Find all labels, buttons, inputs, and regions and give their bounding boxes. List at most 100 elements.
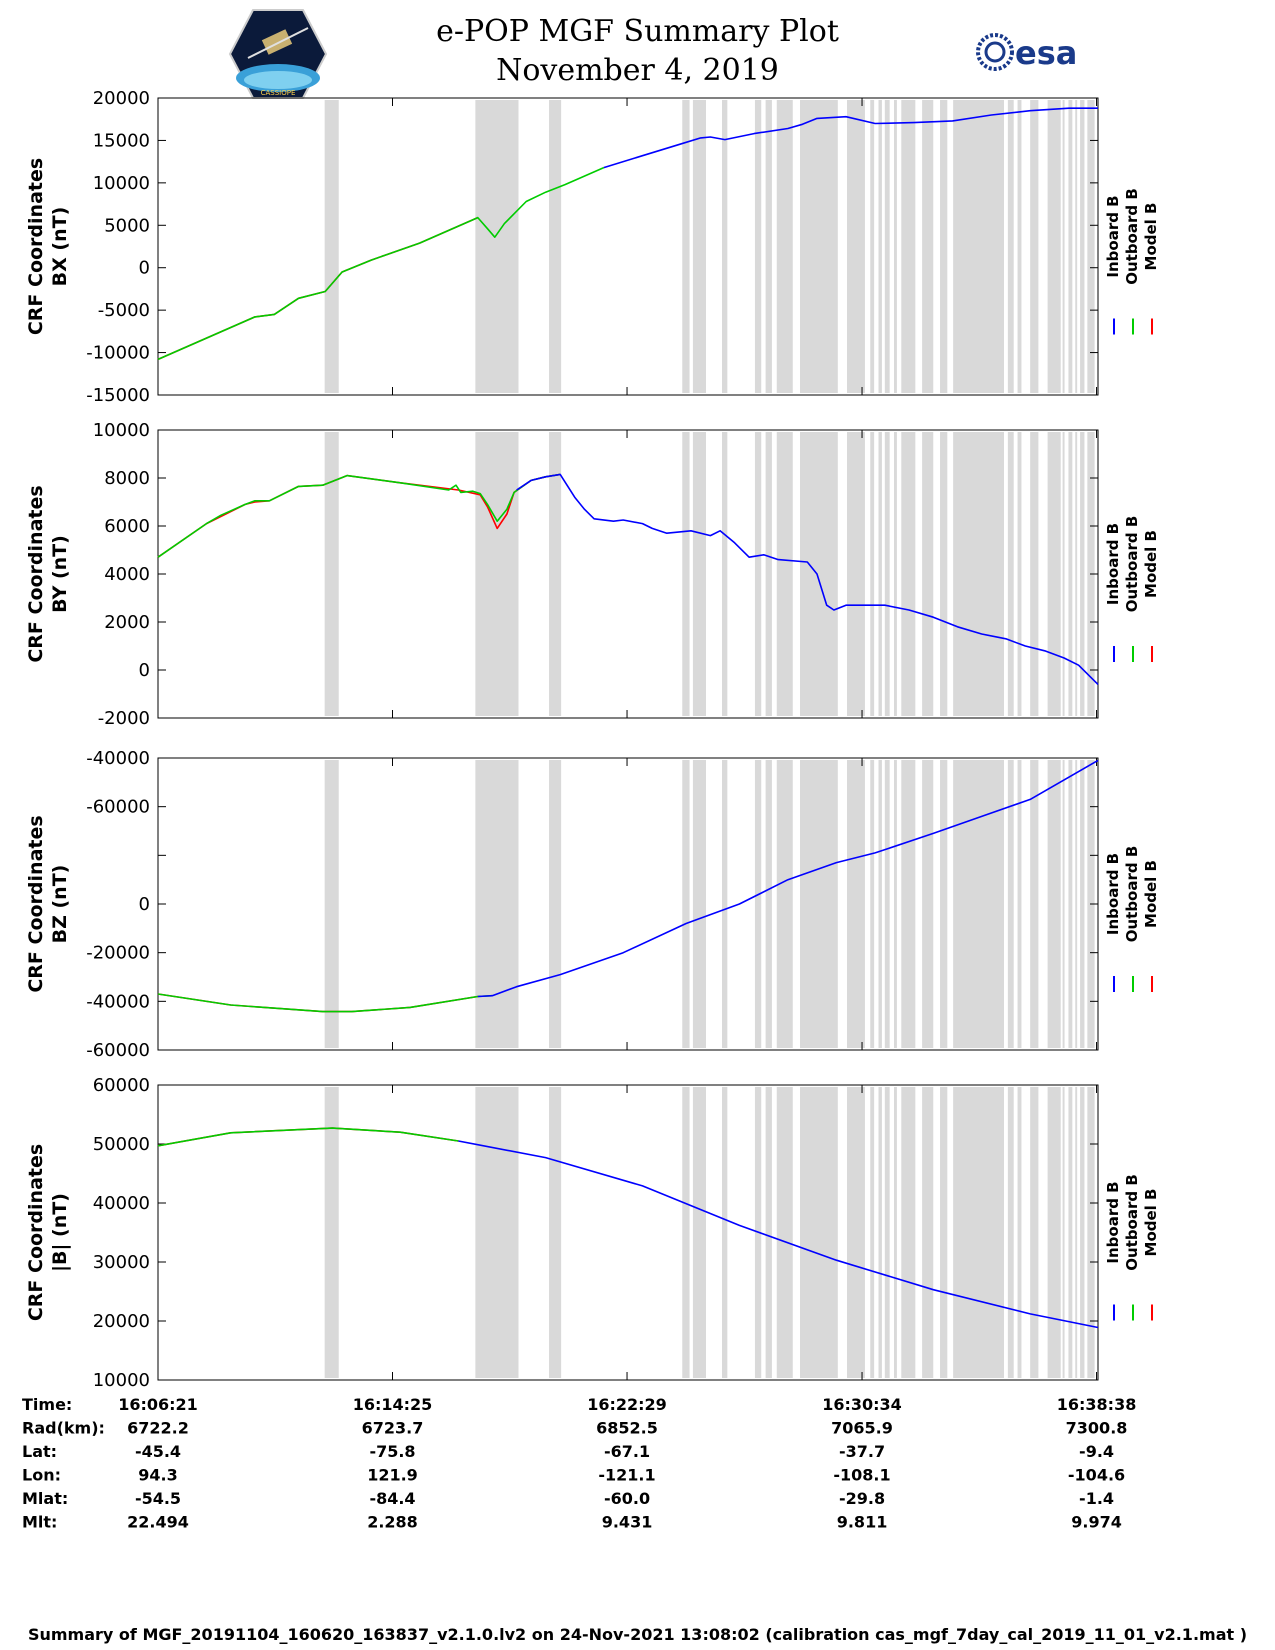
data-gap-band (776, 1087, 793, 1378)
ephemeris-row-label: Lat: (22, 1442, 57, 1461)
cassiope-logo-label: CASSIOPE (261, 89, 296, 97)
data-gap-band (549, 100, 562, 393)
data-gap-band (1075, 432, 1078, 716)
ephemeris-value: -37.7 (839, 1442, 885, 1461)
y-tick-label: 20000 (93, 1311, 150, 1332)
data-gap-band (1080, 760, 1085, 1048)
legend-label: Inboard B (1104, 195, 1122, 277)
data-gap-band (324, 432, 339, 716)
series-line-outboard-b (157, 166, 605, 361)
data-gap-band (884, 1087, 890, 1378)
data-gap-band (878, 432, 882, 716)
data-gap-band (901, 100, 916, 393)
ephemeris-row-label: Time: (22, 1395, 72, 1414)
data-gap-band (878, 100, 882, 393)
data-gap-band (475, 432, 519, 716)
y-tick-label: 60000 (93, 1075, 150, 1096)
data-gap-band (1075, 100, 1078, 393)
ephemeris-value: 22.494 (127, 1513, 189, 1532)
data-gap-band (1075, 760, 1078, 1048)
data-gap-band (475, 100, 519, 393)
data-gap-band (1047, 100, 1061, 393)
legend-label: Outboard B (1123, 1174, 1141, 1271)
series-line-inboard-b (603, 107, 1098, 169)
data-gap-band (549, 1087, 562, 1378)
y-tick-label: 2000 (104, 612, 150, 633)
data-gap-band (1087, 1087, 1095, 1378)
data-gap-band (765, 1087, 772, 1378)
data-gap-band (1068, 432, 1073, 716)
y-tick-label: -20000 (86, 943, 150, 964)
legend-label: Model B (1142, 203, 1160, 271)
data-gap-band (940, 760, 948, 1048)
data-gap-band (847, 760, 865, 1048)
y-tick-label: -15000 (86, 385, 150, 406)
data-gap-band (1062, 432, 1065, 716)
data-gap-band (1047, 1087, 1061, 1378)
ephemeris-value: 7065.9 (831, 1419, 893, 1438)
data-gap-band (940, 432, 948, 716)
data-gap-band (549, 432, 562, 716)
y-tick-label: -5000 (98, 300, 150, 321)
y-tick-label: 30000 (93, 1252, 150, 1273)
data-gap-band (722, 760, 728, 1048)
ephemeris-value: 16:14:25 (353, 1395, 433, 1414)
data-gap-band (1075, 1087, 1078, 1378)
y-tick-label: 5000 (104, 215, 150, 236)
y-axis-label-line2: BZ (nT) (49, 865, 71, 944)
y-tick-label: -60000 (86, 1040, 150, 1061)
data-gap-band (894, 1087, 897, 1378)
data-gap-band (901, 432, 916, 716)
data-gap-band (922, 432, 934, 716)
y-tick-label: 50000 (93, 1134, 150, 1155)
y-tick-label: 6000 (104, 516, 150, 537)
y-axis-label-line2: |B| (nT) (49, 1193, 71, 1272)
data-gap-band (878, 1087, 882, 1378)
ephemeris-value: 16:06:21 (118, 1395, 198, 1414)
y-tick-label: 15000 (93, 130, 150, 151)
ephemeris-value: 7300.8 (1066, 1419, 1128, 1438)
legend-label: Inboard B (1104, 523, 1122, 605)
data-gap-band (1068, 100, 1073, 393)
ephemeris-value: 94.3 (138, 1466, 177, 1485)
data-gap-band (870, 1087, 875, 1378)
series-line-outboard-b (157, 473, 561, 558)
y-tick-label: 0 (139, 258, 150, 279)
panel-bmag: 60000 50000 40000 30000 20000 10000 CRF Coordi… (25, 1075, 1160, 1391)
data-gap-band (1017, 432, 1022, 716)
series-line-outboard-b (157, 1127, 459, 1147)
series-line-inboard-b (516, 473, 1099, 685)
data-gap-band (1017, 760, 1022, 1048)
ephemeris-value: -84.4 (369, 1489, 415, 1508)
data-gap-band (884, 760, 890, 1048)
data-gap-band (1080, 100, 1085, 393)
ephemeris-value: 6722.2 (127, 1419, 189, 1438)
data-gap-band (878, 760, 882, 1048)
data-gap-band (754, 432, 762, 716)
legend-label: Inboard B (1104, 1181, 1122, 1263)
data-gap-band (953, 432, 1004, 716)
data-gap-band (776, 760, 793, 1048)
y-tick-label: 0 (139, 660, 150, 681)
y-tick-label: 0 (139, 894, 150, 915)
data-gap-band (722, 432, 728, 716)
data-gap-band (940, 1087, 948, 1378)
data-gap-band (1068, 760, 1073, 1048)
y-tick-label: 20000 (93, 88, 150, 109)
data-gap-band (847, 432, 865, 716)
ephemeris-value: -60.0 (604, 1489, 650, 1508)
data-gap-band (922, 100, 934, 393)
ephemeris-row-label: Mlat: (22, 1489, 68, 1508)
data-gap-band (722, 1087, 728, 1378)
panel-frame (157, 1084, 1099, 1381)
data-gap-band (475, 760, 519, 1048)
legend-label: Outboard B (1123, 846, 1141, 943)
y-tick-label: 8000 (104, 468, 150, 489)
ephemeris-value: 16:22:29 (587, 1395, 667, 1414)
data-gap-band (549, 760, 562, 1048)
data-gap-band (682, 100, 690, 393)
ephemeris-value: -9.4 (1079, 1442, 1114, 1461)
data-gap-band (1030, 100, 1039, 393)
data-gap-band (1007, 432, 1014, 716)
